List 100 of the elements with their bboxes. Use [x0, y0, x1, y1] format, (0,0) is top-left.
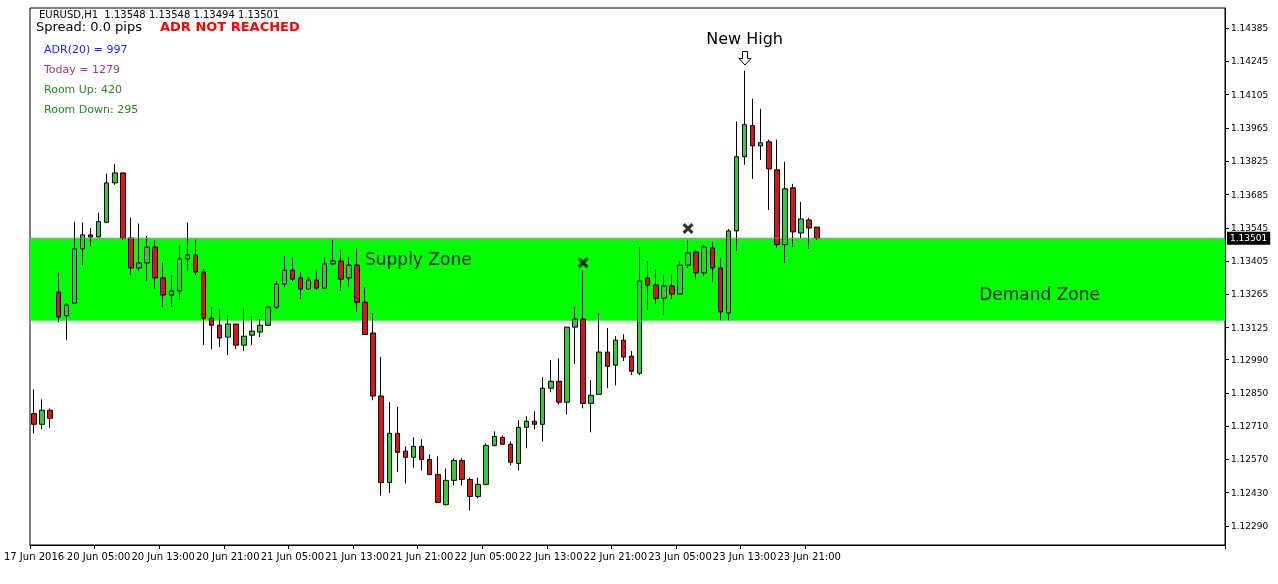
candlestick: [580, 269, 586, 409]
candlestick: [370, 312, 376, 401]
candlestick: [136, 223, 142, 272]
candlestick: [177, 245, 182, 301]
x-tick-label: 22 Jun 21:00: [583, 550, 648, 562]
x-tick-label: 20 Jun 05:00: [66, 550, 131, 562]
candlestick: [451, 457, 457, 486]
candlestick: [395, 406, 400, 473]
candlestick: [290, 257, 295, 282]
candlestick: [354, 247, 360, 313]
candlestick: [596, 312, 602, 395]
candlestick: [475, 477, 481, 499]
candlestick: [637, 246, 642, 376]
y-tick-label: 1.12430: [1231, 487, 1269, 498]
y-tick-label: 1.12570: [1231, 454, 1269, 465]
candlestick: [782, 161, 788, 264]
y-tick-label: 1.12710: [1231, 421, 1269, 432]
annotation: Spread: 0.0 pips: [36, 19, 143, 34]
candlestick: [128, 217, 134, 276]
candlestick: [766, 139, 772, 211]
y-tick-label: 1.14385: [1231, 23, 1269, 34]
candlestick: [524, 415, 529, 449]
candlestick: [693, 249, 699, 280]
y-tick-label: 1.13685: [1231, 189, 1269, 200]
candlestick: [564, 326, 570, 415]
candlestick: [750, 98, 755, 180]
candlestick: [209, 306, 214, 350]
y-tick-label: 1.14105: [1231, 89, 1269, 100]
candlestick: [467, 477, 473, 512]
candlestick: [104, 173, 109, 224]
annotation: Room Down: 295: [44, 103, 139, 116]
x-tick-label: 17 Jun 2016: [3, 550, 65, 562]
candlestick: [160, 262, 166, 308]
candlestick: [677, 260, 683, 295]
annotation: ADR NOT REACHED: [160, 19, 300, 34]
candlestick: [516, 419, 521, 471]
y-tick-label: 1.12990: [1231, 354, 1269, 365]
candlestick: [233, 323, 239, 350]
band-label: Demand Zone: [979, 284, 1100, 305]
candlestick: [362, 286, 368, 336]
candlestick: [72, 221, 77, 304]
candlestick: [338, 249, 344, 292]
x-tick-label: 21 Jun 21:00: [389, 550, 454, 562]
candlestick: [669, 274, 675, 300]
candlestick: [88, 227, 93, 247]
x-tick-label: 23 Jun 13:00: [712, 550, 777, 562]
y-tick-label: 1.13825: [1231, 156, 1269, 167]
candlestick: [257, 318, 263, 338]
candlestick: [47, 407, 53, 429]
candlestick: [605, 327, 610, 389]
candlestick: [96, 212, 101, 238]
candlestick: [661, 274, 667, 316]
candlestick: [322, 257, 327, 290]
candlestick: [645, 260, 650, 311]
candlestick: [806, 217, 812, 250]
candlestick: [241, 307, 247, 352]
annotation: New High: [706, 28, 783, 48]
candlestick: [734, 121, 739, 252]
candlestick: [613, 335, 618, 386]
candlestick: [80, 222, 85, 266]
candlestick: [274, 280, 279, 310]
candlestick: [152, 240, 158, 290]
candlestick: [742, 69, 747, 166]
candlestick: [710, 241, 715, 283]
candlestick: [330, 239, 336, 266]
candlestick: [387, 401, 392, 494]
candlestick: [774, 139, 780, 249]
candlestick: [572, 306, 578, 365]
candlestick: [314, 269, 319, 291]
chart-title: EURUSD,H1 1.13548 1.13548 1.13494 1.13501: [39, 8, 280, 20]
ref-line-label: 1.13501: [1230, 233, 1268, 244]
candlestick: [193, 239, 198, 276]
y-tick-label: 1.13125: [1231, 322, 1269, 333]
candlestick: [225, 314, 231, 356]
y-tick-label: 1.13965: [1231, 122, 1269, 133]
candlestick: [56, 272, 61, 323]
candlestick: [346, 256, 352, 287]
candlestick: [548, 359, 554, 393]
candlestick: [144, 235, 150, 282]
x-tick-label: 20 Jun 13:00: [131, 550, 195, 562]
candlestick: [298, 271, 303, 300]
candlestick: [701, 244, 707, 277]
candlestick: [217, 308, 222, 348]
candlestick: [508, 440, 513, 466]
x-tick-label: 22 Jun 05:00: [454, 550, 518, 562]
annotation: Today = 1279: [43, 63, 121, 76]
candlestick: [726, 228, 731, 321]
candlestick: [427, 453, 432, 476]
candlestick: [120, 172, 126, 241]
candlestick: [540, 376, 545, 442]
candlestick: [532, 410, 537, 430]
candlestick: [201, 268, 206, 346]
y-tick-label: 1.12290: [1231, 520, 1269, 531]
y-tick-label: 1.12850: [1231, 387, 1269, 398]
candlestick: [411, 436, 416, 469]
candlestick: [282, 255, 287, 288]
candlestick: [378, 356, 384, 497]
candlestick: [403, 445, 408, 484]
candlestick: [483, 442, 489, 486]
candlestick: [500, 434, 505, 445]
